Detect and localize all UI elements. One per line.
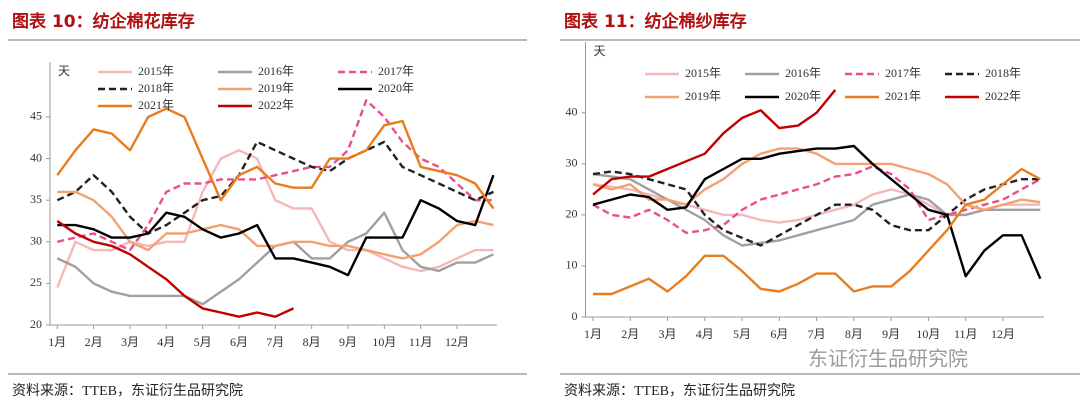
legend-label: 2019年	[685, 89, 721, 103]
x-tick-label: 1月	[48, 335, 66, 349]
x-tick-label: 5月	[194, 335, 212, 349]
y-tick-label: 35	[30, 192, 42, 206]
chart-title: 图表 10：纺企棉花库存	[12, 11, 195, 32]
y-tick-label: 20	[30, 317, 42, 331]
x-tick-label: 3月	[121, 335, 139, 349]
chart-title: 图表 11：纺企棉纱库存	[564, 11, 747, 32]
series-line	[56, 107, 495, 210]
legend-label: 2022年	[258, 98, 294, 112]
y-tick-label: 0	[572, 309, 578, 323]
x-tick-label: 10月	[916, 327, 940, 341]
series-line	[593, 167, 1041, 296]
x-tick-label: 8月	[303, 335, 321, 349]
series-line	[56, 140, 494, 235]
legend-label: 2017年	[885, 66, 921, 80]
x-tick-label: 7月	[808, 327, 826, 341]
legend-label: 2018年	[985, 66, 1021, 80]
y-tick-label: 45	[30, 109, 42, 123]
x-tick-label: 9月	[339, 335, 357, 349]
series-line	[592, 165, 1041, 234]
series-line	[57, 99, 494, 252]
legend-label: 2017年	[378, 64, 414, 78]
series-line	[592, 89, 837, 196]
x-tick-label: 11月	[954, 327, 978, 341]
watermark: 东证衍生品研究院	[808, 347, 968, 371]
series-line	[592, 170, 1041, 247]
x-tick-label: 2月	[621, 327, 639, 341]
legend-label: 2021年	[138, 98, 174, 112]
legend-label: 2015年	[685, 66, 721, 80]
x-tick-label: 6月	[770, 327, 788, 341]
legend-label: 2018年	[138, 81, 174, 95]
source: 资料来源：TTEB，东证衍生品研究院	[564, 383, 795, 399]
y-tick-label: 30	[566, 156, 578, 170]
x-tick-label: 12月	[445, 335, 469, 349]
x-tick-label: 1月	[584, 327, 602, 341]
x-tick-label: 4月	[157, 335, 175, 349]
y-tick-label: 30	[30, 234, 42, 248]
x-tick-label: 12月	[991, 327, 1015, 341]
series-line	[56, 220, 294, 318]
y-tick-label: 40	[30, 150, 42, 164]
y-tick-label: 10	[566, 258, 578, 272]
x-tick-label: 7月	[266, 335, 284, 349]
series-line	[592, 147, 1041, 211]
x-tick-label: 5月	[733, 327, 751, 341]
x-tick-label: 6月	[230, 335, 248, 349]
legend-label: 2022年	[985, 89, 1021, 103]
series-line	[56, 149, 494, 289]
x-tick-label: 9月	[882, 327, 900, 341]
x-tick-label: 2月	[85, 335, 103, 349]
legend-label: 2015年	[138, 64, 174, 78]
series-line	[592, 144, 1042, 280]
y-tick-label: 25	[30, 275, 42, 289]
source: 资料来源：TTEB，东证衍生品研究院	[12, 383, 243, 399]
y-tick-label: 40	[566, 105, 578, 119]
series-line	[57, 190, 494, 260]
legend-label: 2019年	[258, 81, 294, 95]
legend-label: 2020年	[378, 81, 414, 95]
y-axis-label: 天	[593, 44, 605, 58]
series-line	[57, 174, 495, 277]
legend-label: 2016年	[258, 64, 294, 78]
legend-label: 2021年	[885, 89, 921, 103]
x-tick-label: 8月	[845, 327, 863, 341]
x-tick-label: 10月	[372, 335, 396, 349]
legend-label: 2020年	[785, 89, 821, 103]
x-tick-label: 11月	[409, 335, 433, 349]
y-axis-label: 天	[58, 64, 70, 78]
legend-label: 2016年	[785, 66, 821, 80]
x-tick-label: 4月	[696, 327, 714, 341]
x-tick-label: 3月	[659, 327, 677, 341]
y-tick-label: 20	[566, 207, 578, 221]
